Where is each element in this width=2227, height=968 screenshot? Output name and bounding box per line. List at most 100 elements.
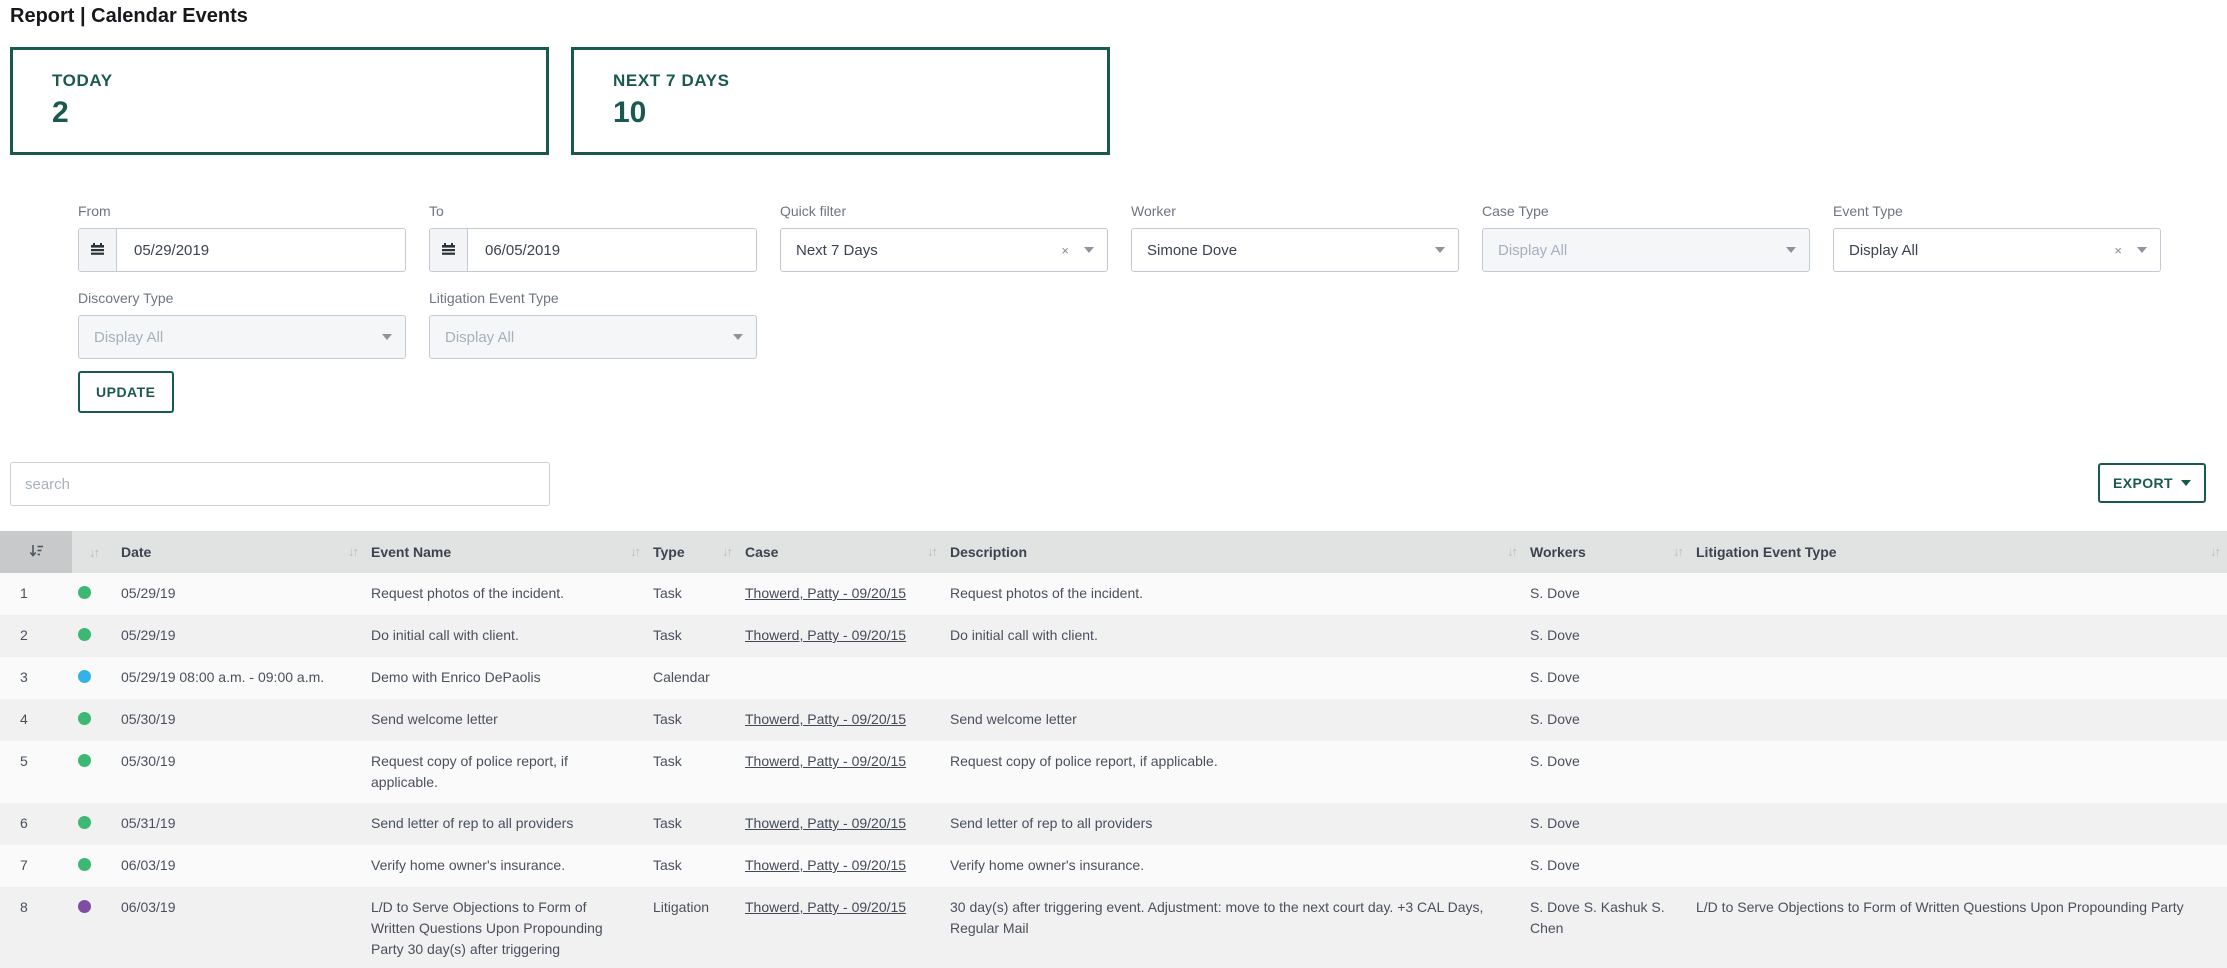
column-header-description[interactable]: Description ↓↑ xyxy=(944,531,1524,573)
worker-selected-value: Simone Dove xyxy=(1147,241,1238,259)
case-cell: Thowerd, Patty - 09/20/15 xyxy=(739,845,944,887)
chevron-down-icon xyxy=(2181,480,2191,486)
description-cell: Send letter of rep to all providers xyxy=(944,803,1524,845)
type-cell: Task xyxy=(647,699,739,741)
column-header-litigation-event-type[interactable]: Litigation Event Type ↓↑ xyxy=(1690,531,2227,573)
filter-label-worker: Worker xyxy=(1131,203,1176,219)
event-type-selected-value: Display All xyxy=(1849,241,1919,259)
update-button[interactable]: UPDATE xyxy=(78,371,174,413)
litigation-event-type-cell xyxy=(1690,657,2227,699)
column-header-date[interactable]: Date ↓↑ xyxy=(115,531,365,573)
column-header-type[interactable]: Type ↓↑ xyxy=(647,531,739,573)
filter-discovery-type: Discovery Type Display All xyxy=(78,290,406,359)
case-link[interactable]: Thowerd, Patty - 09/20/15 xyxy=(745,753,907,769)
workers-cell: S. Dove xyxy=(1524,803,1690,845)
status-dot-green xyxy=(78,816,91,829)
case-type-select[interactable]: Display All xyxy=(1482,228,1810,272)
status-cell xyxy=(72,803,115,845)
sort-icon: ↓↑ xyxy=(2210,544,2221,559)
column-header-case[interactable]: Case ↓↑ xyxy=(739,531,944,573)
case-cell: Thowerd, Patty - 09/20/15 xyxy=(739,803,944,845)
column-header-row-number[interactable] xyxy=(0,531,72,573)
table-row: 7 06/03/19 Verify home owner's insurance. T… xyxy=(0,845,2227,887)
filter-event-type: Event Type Display All × xyxy=(1833,203,2161,272)
quick-filter-select[interactable]: Next 7 Days × xyxy=(780,228,1108,272)
event-name-cell: Request photos of the incident. xyxy=(365,573,647,615)
sort-icon: ↓↑ xyxy=(1673,544,1684,559)
clear-icon[interactable]: × xyxy=(1061,242,1069,258)
worker-select[interactable]: Simone Dove xyxy=(1131,228,1459,272)
filter-to: To 06/05/2019 xyxy=(429,203,757,272)
workers-cell: S. Dove xyxy=(1524,741,1690,803)
filter-label-quick-filter: Quick filter xyxy=(780,203,847,219)
description-cell xyxy=(944,657,1524,699)
column-header-label: Case xyxy=(745,544,779,560)
case-link[interactable]: Thowerd, Patty - 09/20/15 xyxy=(745,585,907,601)
status-cell xyxy=(72,615,115,657)
calendar-events-table: ↓↑ Date ↓↑ Event Name ↓↑ Type ↓↑ Case ↓↑ Descrip… xyxy=(0,531,2227,968)
litigation-event-type-cell xyxy=(1690,741,2227,803)
type-cell: Task xyxy=(647,615,739,657)
workers-cell: S. Dove xyxy=(1524,657,1690,699)
clear-icon[interactable]: × xyxy=(2114,242,2122,258)
filter-label-to: To xyxy=(429,203,444,219)
filter-label-event-type: Event Type xyxy=(1833,203,1903,219)
sort-icon: ↓↑ xyxy=(927,544,938,559)
filter-label-from: From xyxy=(78,203,111,219)
status-dot-purple xyxy=(78,900,91,913)
case-link[interactable]: Thowerd, Patty - 09/20/15 xyxy=(745,899,907,915)
type-cell: Calendar xyxy=(647,657,739,699)
column-header-label: Type xyxy=(653,544,685,560)
column-header-event-name[interactable]: Event Name ↓↑ xyxy=(365,531,647,573)
case-cell xyxy=(739,657,944,699)
filter-from: From 05/29/2019 xyxy=(78,203,406,272)
discovery-type-select[interactable]: Display All xyxy=(78,315,406,359)
stat-card-today: TODAY 2 xyxy=(10,47,549,155)
description-cell: Do initial call with client. xyxy=(944,615,1524,657)
column-header-status[interactable]: ↓↑ xyxy=(72,531,115,573)
row-number: 3 xyxy=(0,657,72,699)
sort-icon: ↓↑ xyxy=(348,544,359,559)
litigation-event-type-selected-value: Display All xyxy=(445,328,515,346)
litigation-event-type-cell: L/D to Serve Objections to Form of Writt… xyxy=(1690,887,2227,968)
to-date-input[interactable]: 06/05/2019 xyxy=(429,228,757,272)
search-input[interactable] xyxy=(10,462,550,506)
status-cell xyxy=(72,887,115,968)
event-type-select[interactable]: Display All × xyxy=(1833,228,2161,272)
calendar-icon-addon[interactable] xyxy=(79,229,117,271)
date-cell: 06/03/19 xyxy=(115,887,365,968)
case-link[interactable]: Thowerd, Patty - 09/20/15 xyxy=(745,711,907,727)
status-cell xyxy=(72,741,115,803)
date-cell: 05/31/19 xyxy=(115,803,365,845)
description-cell: Request photos of the incident. xyxy=(944,573,1524,615)
litigation-event-type-select[interactable]: Display All xyxy=(429,315,757,359)
date-cell: 05/29/19 xyxy=(115,573,365,615)
stat-card-value: 2 xyxy=(52,96,69,129)
description-cell: Request copy of police report, if applic… xyxy=(944,741,1524,803)
case-link[interactable]: Thowerd, Patty - 09/20/15 xyxy=(745,815,907,831)
row-number: 5 xyxy=(0,741,72,803)
stat-cards: TODAY 2 NEXT 7 DAYS 10 xyxy=(10,47,1132,155)
case-cell: Thowerd, Patty - 09/20/15 xyxy=(739,699,944,741)
column-header-workers[interactable]: Workers ↓↑ xyxy=(1524,531,1690,573)
export-button[interactable]: EXPORT xyxy=(2098,463,2206,503)
date-cell: 05/29/19 xyxy=(115,615,365,657)
filter-case-type: Case Type Display All xyxy=(1482,203,1810,272)
table-toolbar: EXPORT xyxy=(0,462,2227,506)
litigation-event-type-cell xyxy=(1690,845,2227,887)
case-link[interactable]: Thowerd, Patty - 09/20/15 xyxy=(745,857,907,873)
event-name-cell: Verify home owner's insurance. xyxy=(365,845,647,887)
table-row: 5 05/30/19 Request copy of police report, … xyxy=(0,741,2227,803)
table-row: 2 05/29/19 Do initial call with client. Tas… xyxy=(0,615,2227,657)
calendar-icon-addon[interactable] xyxy=(430,229,468,271)
discovery-type-selected-value: Display All xyxy=(94,328,164,346)
status-cell xyxy=(72,845,115,887)
chevron-down-icon xyxy=(1786,247,1796,253)
table-row: 3 05/29/19 08:00 a.m. - 09:00 a.m. Demo wi… xyxy=(0,657,2227,699)
status-dot-green xyxy=(78,754,91,767)
case-link[interactable]: Thowerd, Patty - 09/20/15 xyxy=(745,627,907,643)
litigation-event-type-cell xyxy=(1690,573,2227,615)
chevron-down-icon xyxy=(733,334,743,340)
from-date-input[interactable]: 05/29/2019 xyxy=(78,228,406,272)
